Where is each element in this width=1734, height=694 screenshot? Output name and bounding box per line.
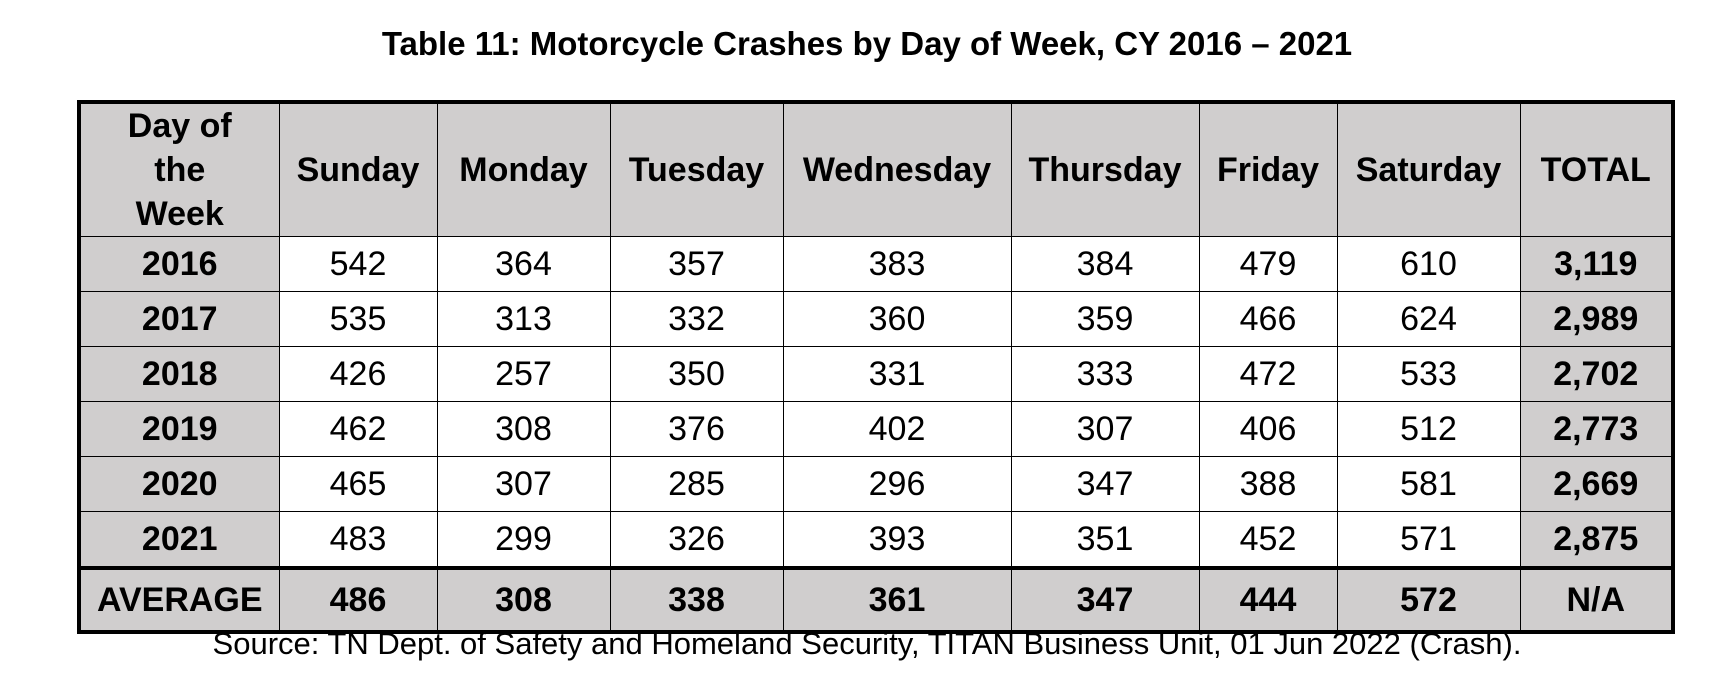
table-cell: 465 <box>278 456 438 512</box>
table-cell: 333 <box>1010 346 1200 402</box>
table-cell: 452 <box>1198 511 1338 569</box>
average-total-cell: N/A <box>1519 566 1674 633</box>
table-cell: 308 <box>436 401 611 457</box>
year-cell: 2016 <box>78 236 280 292</box>
header-row: Day of the Week Sunday Monday Tuesday We… <box>78 101 1674 237</box>
table-cell: 479 <box>1198 236 1338 292</box>
table-cell: 357 <box>609 236 784 292</box>
table-cell: 376 <box>609 401 784 457</box>
table-cell: 393 <box>782 511 1012 569</box>
total-cell: 2,773 <box>1519 401 1674 457</box>
header-total: TOTAL <box>1519 101 1674 237</box>
table-row: 2018 426 257 350 331 333 472 533 2,702 <box>78 346 1674 402</box>
table-cell: 347 <box>1010 456 1200 512</box>
table-title: Table 11: Motorcycle Crashes by Day of W… <box>381 25 1353 62</box>
table-row: 2016 542 364 357 383 384 479 610 3,119 <box>78 236 1674 292</box>
table-cell: 257 <box>436 346 611 402</box>
header-friday: Friday <box>1198 101 1338 237</box>
average-cell: 361 <box>782 566 1012 633</box>
header-monday: Monday <box>436 101 611 237</box>
average-cell: 572 <box>1336 566 1521 633</box>
total-cell: 2,989 <box>1519 291 1674 347</box>
table-cell: 624 <box>1336 291 1521 347</box>
table-cell: 402 <box>782 401 1012 457</box>
table-cell: 313 <box>436 291 611 347</box>
table-cell: 466 <box>1198 291 1338 347</box>
table-cell: 350 <box>609 346 784 402</box>
header-day-of-week: Day of the Week <box>78 101 280 237</box>
table-cell: 388 <box>1198 456 1338 512</box>
table-cell: 610 <box>1336 236 1521 292</box>
total-cell: 3,119 <box>1519 236 1674 292</box>
table-cell: 359 <box>1010 291 1200 347</box>
year-cell: 2019 <box>78 401 280 457</box>
year-cell: 2020 <box>78 456 280 512</box>
year-cell: 2021 <box>78 511 280 569</box>
total-cell: 2,875 <box>1519 511 1674 569</box>
header-saturday: Saturday <box>1336 101 1521 237</box>
average-cell: 347 <box>1010 566 1200 633</box>
header-wednesday: Wednesday <box>782 101 1012 237</box>
table-cell: 307 <box>436 456 611 512</box>
table-cell: 360 <box>782 291 1012 347</box>
table-cell: 406 <box>1198 401 1338 457</box>
header-tuesday: Tuesday <box>609 101 784 237</box>
table-cell: 472 <box>1198 346 1338 402</box>
table-cell: 285 <box>609 456 784 512</box>
table-row: 2021 483 299 326 393 351 452 571 2,875 <box>78 511 1674 569</box>
table-cell: 462 <box>278 401 438 457</box>
table-cell: 296 <box>782 456 1012 512</box>
year-cell: 2017 <box>78 291 280 347</box>
table-cell: 426 <box>278 346 438 402</box>
header-sunday: Sunday <box>278 101 438 237</box>
table-cell: 351 <box>1010 511 1200 569</box>
total-cell: 2,669 <box>1519 456 1674 512</box>
average-cell: 444 <box>1198 566 1338 633</box>
table-cell: 332 <box>609 291 784 347</box>
year-cell: 2018 <box>78 346 280 402</box>
table-cell: 307 <box>1010 401 1200 457</box>
table-cell: 331 <box>782 346 1012 402</box>
total-cell: 2,702 <box>1519 346 1674 402</box>
table-cell: 571 <box>1336 511 1521 569</box>
average-cell: 308 <box>436 566 611 633</box>
average-label: AVERAGE <box>78 566 280 633</box>
table-cell: 483 <box>278 511 438 569</box>
table-cell: 383 <box>782 236 1012 292</box>
average-row: AVERAGE 486 308 338 361 347 444 572 N/A <box>78 566 1674 633</box>
table-cell: 542 <box>278 236 438 292</box>
table-cell: 364 <box>436 236 611 292</box>
crash-table: Day of the Week Sunday Monday Tuesday We… <box>77 100 1675 634</box>
source-note: Source: TN Dept. of Safety and Homeland … <box>212 626 1522 661</box>
table-cell: 384 <box>1010 236 1200 292</box>
table-cell: 535 <box>278 291 438 347</box>
table-row: 2020 465 307 285 296 347 388 581 2,669 <box>78 456 1674 512</box>
table-cell: 299 <box>436 511 611 569</box>
table-cell: 581 <box>1336 456 1521 512</box>
table-row: 2017 535 313 332 360 359 466 624 2,989 <box>78 291 1674 347</box>
header-thursday: Thursday <box>1010 101 1200 237</box>
average-cell: 338 <box>609 566 784 633</box>
average-cell: 486 <box>278 566 438 633</box>
table-cell: 533 <box>1336 346 1521 402</box>
table-cell: 512 <box>1336 401 1521 457</box>
table-cell: 326 <box>609 511 784 569</box>
table-row: 2019 462 308 376 402 307 406 512 2,773 <box>78 401 1674 457</box>
